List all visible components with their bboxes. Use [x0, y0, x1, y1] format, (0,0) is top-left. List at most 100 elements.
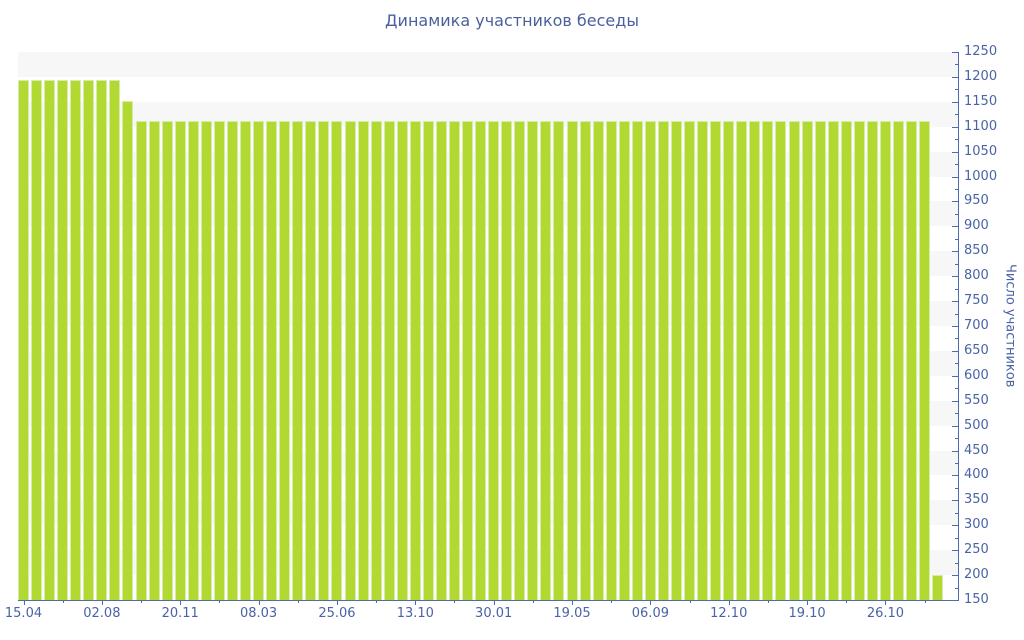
- bar[interactable]: [657, 120, 669, 600]
- bar[interactable]: [409, 120, 421, 600]
- bar[interactable]: [462, 120, 474, 600]
- bar[interactable]: [161, 120, 173, 600]
- bar[interactable]: [57, 79, 69, 600]
- bar[interactable]: [775, 120, 787, 600]
- bar[interactable]: [919, 120, 931, 600]
- y-axis-major-tick: [952, 350, 958, 352]
- chart-title: Динамика участников беседы: [385, 11, 639, 30]
- bar[interactable]: [475, 120, 487, 600]
- bar[interactable]: [331, 120, 343, 600]
- x-axis-major-tick: [258, 600, 260, 605]
- y-axis-tick-label: 1100: [964, 118, 998, 134]
- bar[interactable]: [448, 120, 460, 600]
- bar[interactable]: [501, 120, 513, 600]
- bar[interactable]: [514, 120, 526, 600]
- bar[interactable]: [592, 120, 604, 600]
- x-axis-major-tick: [415, 600, 417, 605]
- bar[interactable]: [70, 79, 82, 600]
- bar[interactable]: [292, 120, 304, 600]
- x-axis-minor-tick: [767, 600, 769, 603]
- bar[interactable]: [187, 120, 199, 600]
- x-axis-minor-tick: [219, 600, 221, 603]
- bar[interactable]: [357, 120, 369, 600]
- bar[interactable]: [396, 120, 408, 600]
- plot-band: [18, 301, 958, 326]
- bar[interactable]: [671, 120, 682, 600]
- y-axis-minor-tick: [955, 562, 958, 564]
- bar[interactable]: [318, 120, 330, 600]
- y-axis-minor-tick: [955, 263, 958, 265]
- y-axis-tick-label: 1250: [964, 44, 998, 59]
- plot-band: [18, 500, 958, 526]
- bar[interactable]: [788, 120, 800, 600]
- bar[interactable]: [344, 120, 356, 600]
- bar[interactable]: [827, 120, 839, 600]
- y-axis-minor-tick: [955, 313, 958, 315]
- bar[interactable]: [109, 79, 121, 600]
- bar[interactable]: [853, 120, 865, 600]
- bar[interactable]: [31, 79, 43, 600]
- bar[interactable]: [174, 120, 186, 600]
- bar[interactable]: [618, 120, 630, 600]
- bar[interactable]: [253, 120, 265, 600]
- bar[interactable]: [18, 79, 29, 600]
- bar[interactable]: [801, 120, 813, 600]
- bar[interactable]: [383, 120, 395, 600]
- bar[interactable]: [814, 120, 826, 600]
- bar[interactable]: [422, 120, 434, 600]
- x-axis-major-tick: [336, 600, 338, 605]
- bar[interactable]: [488, 120, 500, 600]
- bar[interactable]: [906, 120, 918, 600]
- y-axis-minor-tick: [955, 438, 958, 440]
- bar[interactable]: [370, 120, 382, 600]
- bar[interactable]: [527, 120, 539, 600]
- bar[interactable]: [96, 79, 108, 600]
- bar[interactable]: [710, 120, 722, 600]
- y-axis-minor-tick: [955, 487, 958, 489]
- bar[interactable]: [932, 575, 944, 600]
- bar[interactable]: [605, 120, 617, 600]
- bar[interactable]: [879, 120, 891, 600]
- x-axis-minor-tick: [689, 600, 691, 603]
- x-axis-minor-tick: [62, 600, 64, 603]
- bar[interactable]: [631, 120, 643, 600]
- bar[interactable]: [644, 120, 656, 600]
- bar[interactable]: [122, 100, 134, 600]
- bar[interactable]: [749, 120, 761, 600]
- bar[interactable]: [553, 120, 565, 600]
- bar[interactable]: [213, 120, 225, 600]
- y-axis-major-tick: [952, 575, 958, 577]
- y-axis-tick-label: 150: [964, 592, 989, 607]
- bar[interactable]: [840, 120, 852, 600]
- bar[interactable]: [305, 120, 317, 600]
- y-axis-tick-label: 900: [964, 218, 989, 234]
- plot-band: [18, 450, 958, 476]
- bar[interactable]: [44, 79, 56, 600]
- bar[interactable]: [83, 79, 95, 600]
- bar[interactable]: [866, 120, 878, 600]
- bar[interactable]: [893, 120, 905, 600]
- bar[interactable]: [723, 120, 735, 600]
- bar[interactable]: [279, 120, 291, 600]
- bar[interactable]: [697, 120, 709, 600]
- bar[interactable]: [226, 120, 238, 600]
- bar[interactable]: [435, 120, 447, 600]
- y-axis-tick-label: 200: [964, 567, 989, 583]
- x-axis-major-tick: [493, 600, 495, 605]
- plot-band: [18, 201, 958, 227]
- bar[interactable]: [579, 120, 591, 600]
- bar[interactable]: [762, 120, 774, 600]
- bar[interactable]: [540, 120, 552, 600]
- x-axis-minor-tick: [454, 600, 456, 603]
- bar[interactable]: [240, 120, 252, 600]
- y-axis-major-tick: [952, 176, 958, 178]
- bar[interactable]: [200, 120, 212, 600]
- bar[interactable]: [266, 120, 278, 600]
- bar[interactable]: [135, 120, 147, 600]
- bar[interactable]: [736, 120, 748, 600]
- bar[interactable]: [566, 120, 578, 600]
- bar[interactable]: [148, 120, 160, 600]
- bar[interactable]: [684, 120, 696, 600]
- y-axis-major-tick: [952, 600, 958, 601]
